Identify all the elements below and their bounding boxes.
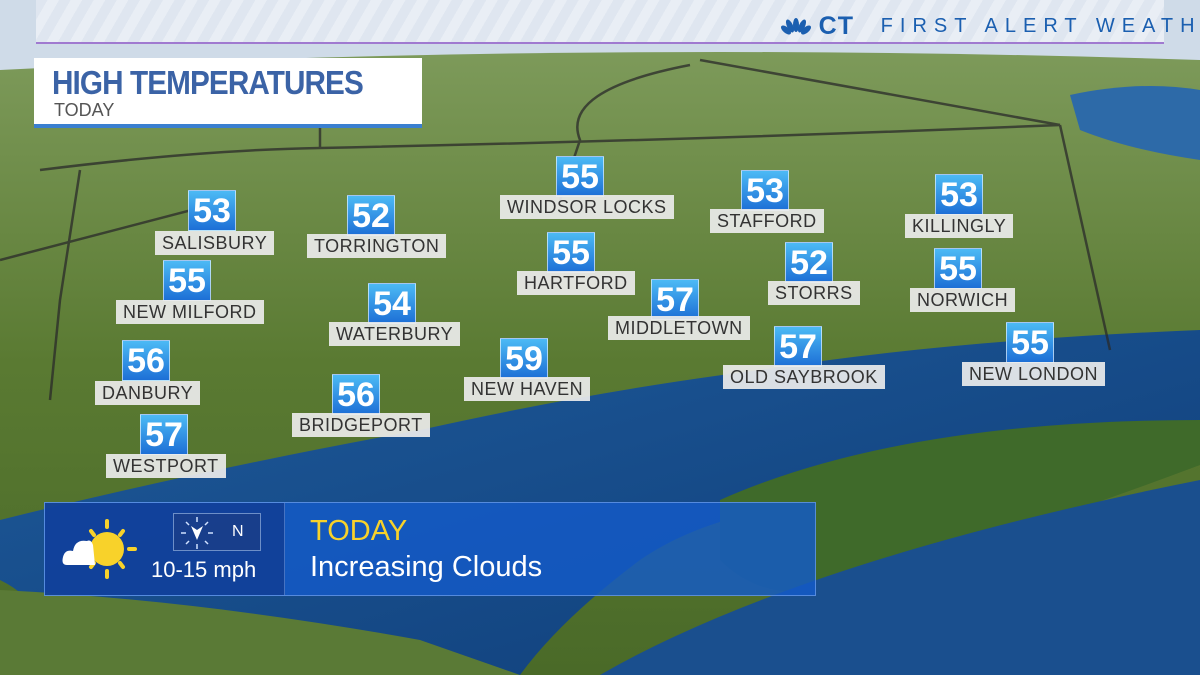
temperature-value: 53 — [935, 174, 983, 215]
temperature-value: 59 — [500, 338, 548, 379]
city-label: HARTFORD — [517, 271, 635, 295]
city-label: KILLINGLY — [905, 214, 1014, 238]
wind-direction: N — [232, 523, 244, 540]
city-label: NORWICH — [910, 288, 1016, 312]
brand-logo: CT FIRST ALERT WEATHER — [780, 12, 1200, 41]
city-label: STAFFORD — [710, 209, 824, 233]
compass-arrow-icon — [181, 517, 213, 549]
page-subtitle: TODAY — [54, 100, 115, 120]
temperature-value: 57 — [140, 414, 188, 455]
wind-compass: N — [173, 513, 261, 551]
temperature-value: 55 — [556, 156, 604, 197]
city-label: NEW MILFORD — [116, 300, 264, 324]
city-label: WATERBURY — [329, 322, 461, 346]
temperature-value: 57 — [774, 326, 822, 367]
city-label: BRIDGEPORT — [292, 413, 430, 437]
temperature-value: 53 — [188, 190, 236, 231]
city-label: SALISBURY — [155, 231, 275, 255]
temperature-value: 56 — [122, 340, 170, 381]
temperature-value: 55 — [547, 232, 595, 273]
temperature-value: 53 — [741, 170, 789, 211]
city-label: TORRINGTON — [307, 234, 447, 258]
city-label: STORRS — [768, 281, 860, 305]
tagline: FIRST ALERT WEATHER — [880, 15, 1200, 37]
nbc-peacock-icon — [780, 17, 811, 34]
temperature-value: 56 — [332, 374, 380, 415]
wind-speed: 10-15 mph — [151, 557, 257, 582]
temperature-value: 52 — [785, 242, 833, 283]
station-name: CT — [818, 12, 854, 40]
temperature-value: 54 — [368, 283, 416, 324]
temperature-value: 52 — [347, 195, 395, 236]
city-label: WINDSOR LOCKS — [500, 195, 674, 219]
city-label: OLD SAYBROOK — [723, 365, 885, 389]
partly-cloudy-icon — [62, 519, 137, 579]
temperature-value: 55 — [163, 260, 211, 301]
temperature-value: 55 — [1006, 322, 1054, 363]
city-label: DANBURY — [95, 381, 201, 405]
title-panel: HIGH TEMPERATURES TODAY — [34, 58, 422, 128]
forecast-condition: Increasing Clouds — [310, 551, 543, 583]
wind-panel: N 10-15 mph — [45, 503, 285, 595]
forecast-panel: N 10-15 mph TODAY Increasing Clouds — [44, 502, 816, 596]
temperature-value: 55 — [934, 248, 982, 289]
city-label: NEW LONDON — [962, 362, 1106, 386]
city-label: WESTPORT — [106, 454, 226, 478]
city-label: NEW HAVEN — [464, 377, 591, 401]
page-title: HIGH TEMPERATURES — [52, 64, 364, 101]
city-label: MIDDLETOWN — [608, 316, 750, 340]
header-bar: CT FIRST ALERT WEATHER — [36, 0, 1200, 44]
forecast-period: TODAY — [310, 515, 408, 547]
temperature-value: 57 — [651, 279, 699, 320]
